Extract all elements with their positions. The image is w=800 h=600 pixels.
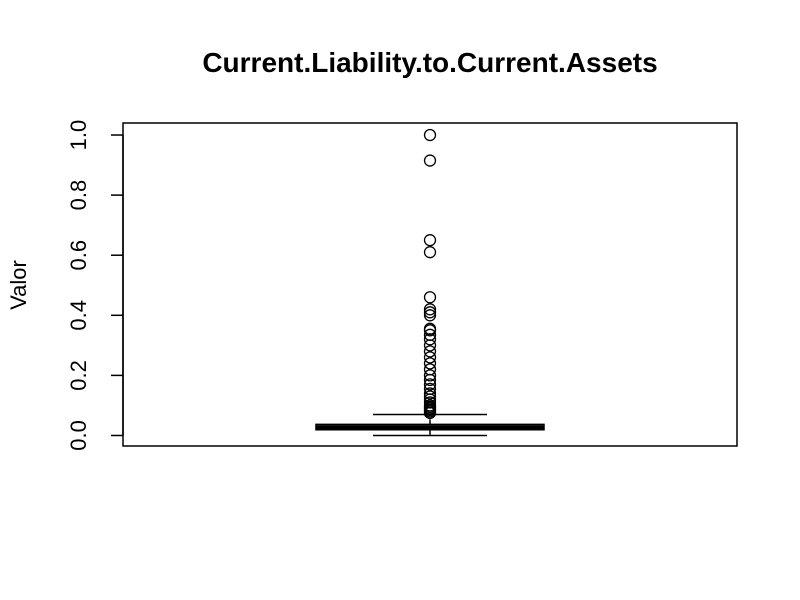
outlier-point bbox=[423, 378, 437, 391]
chart-title: Current.Liability.to.Current.Assets bbox=[202, 47, 657, 78]
outlier-point bbox=[423, 306, 437, 319]
outlier-points bbox=[423, 128, 437, 420]
outlier-point bbox=[423, 291, 437, 304]
outlier-point bbox=[423, 373, 437, 387]
outlier-point bbox=[423, 324, 437, 337]
outlier-point bbox=[423, 345, 437, 358]
outlier-point bbox=[423, 339, 437, 352]
y-axis: 0.0 0.2 0.4 0.6 0.8 1.0 bbox=[66, 120, 124, 451]
y-tick-label: 1.0 bbox=[66, 120, 91, 151]
outlier-point bbox=[423, 351, 437, 364]
y-tick-label: 0.4 bbox=[66, 300, 91, 331]
outlier-point bbox=[423, 303, 437, 316]
box-element bbox=[315, 413, 545, 437]
y-tick-label: 0.2 bbox=[66, 360, 91, 391]
y-tick-label: 0.6 bbox=[66, 240, 91, 271]
outlier-point bbox=[423, 387, 437, 400]
outlier-point bbox=[423, 234, 437, 247]
y-tick-label: 0.8 bbox=[66, 180, 91, 211]
outlier-point bbox=[423, 357, 437, 370]
outlier-point bbox=[423, 406, 437, 420]
outlier-point bbox=[423, 246, 437, 259]
outlier-point bbox=[423, 333, 437, 346]
y-tick-label: 0.0 bbox=[66, 420, 91, 451]
outlier-point bbox=[423, 128, 437, 142]
y-axis-label: Valor bbox=[6, 260, 31, 310]
outlier-point bbox=[423, 154, 437, 167]
outlier-point bbox=[423, 369, 437, 382]
outlier-point bbox=[423, 309, 437, 322]
